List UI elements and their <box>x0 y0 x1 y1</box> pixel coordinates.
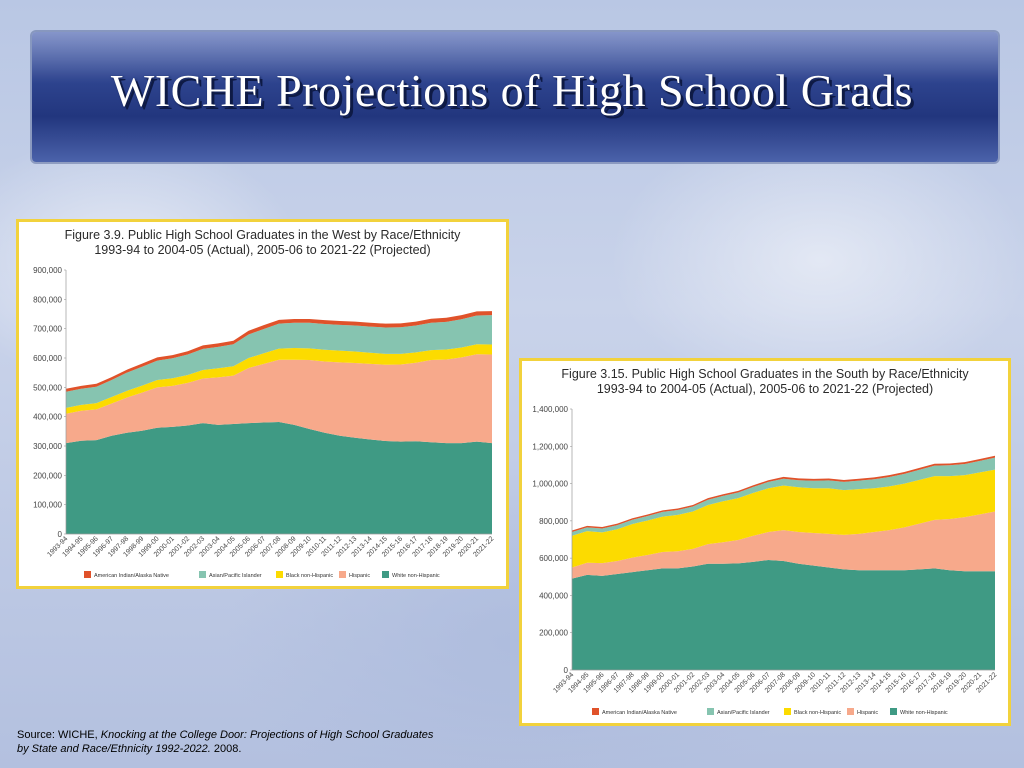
west-chart-svg: 0 100,000 200,000 300,000 400,000 500,000 600,… <box>33 266 495 579</box>
west-legend-swatch-american-indian <box>84 571 91 578</box>
west-chart-title-line2: 1993-94 to 2004-05 (Actual), 2005-06 to … <box>94 243 431 257</box>
south-area-american-indian <box>572 455 995 533</box>
south-y-tick-label: 1,400,000 <box>532 405 568 414</box>
west-y-tick-label: 800,000 <box>33 295 62 304</box>
west-y-tick-label: 700,000 <box>33 325 62 334</box>
west-y-tick-label: 100,000 <box>33 501 62 510</box>
south-y-tick-label: 1,000,000 <box>532 480 568 489</box>
west-area-black <box>66 344 492 414</box>
west-chart-title: Figure 3.9. Public High School Graduates… <box>19 228 506 258</box>
source-prefix: Source: WICHE, <box>17 729 101 741</box>
south-legend-swatch-black <box>784 708 791 715</box>
west-legend-swatch-hispanic <box>339 571 346 578</box>
south-area-black <box>572 469 995 568</box>
south-chart-title-line2: 1993-94 to 2004-05 (Actual), 2005-06 to … <box>596 382 934 396</box>
west-legend-swatch-white <box>382 571 389 578</box>
west-y-tick-label: 600,000 <box>33 354 62 363</box>
south-y-tick-label: 200,000 <box>539 629 568 638</box>
south-y-tick-label: 400,000 <box>539 591 568 600</box>
west-area-hispanic <box>66 354 492 444</box>
south-y-tick-label: 800,000 <box>539 517 568 526</box>
south-legend-label-black: Black non-Hispanic <box>794 710 841 716</box>
south-legend-swatch-white <box>890 708 897 715</box>
west-y-tick-label: 200,000 <box>33 471 62 480</box>
west-legend-label-hispanic: Hispanic <box>349 573 370 579</box>
west-y-tick-label: 500,000 <box>33 383 62 392</box>
south-area-white <box>572 560 995 670</box>
west-y-tick-label: 900,000 <box>33 266 62 275</box>
west-legend-swatch-asian <box>199 571 206 578</box>
west-y-tick-label: 400,000 <box>33 413 62 422</box>
west-area-asian <box>66 315 492 408</box>
south-y-tick-label: 1,200,000 <box>532 442 568 451</box>
south-area-hispanic <box>572 511 995 579</box>
south-chart-figure: Figure 3.15. Public High School Graduate… <box>519 358 1011 726</box>
south-y-tick-label: 0 <box>564 666 569 675</box>
south-legend-label-american-indian: American Indian/Alaska Native <box>602 710 677 716</box>
south-chart-title: Figure 3.15. Public High School Graduate… <box>522 367 1008 397</box>
south-legend-swatch-asian <box>707 708 714 715</box>
south-legend-swatch-american-indian <box>592 708 599 715</box>
south-legend-label-white: White non-Hispanic <box>900 710 948 716</box>
west-legend-swatch-black <box>276 571 283 578</box>
south-area-asian <box>572 457 995 536</box>
west-y-tick-label: 300,000 <box>33 442 62 451</box>
source-citation: Source: WICHE, Knocking at the College D… <box>17 728 437 756</box>
south-y-tick-label: 600,000 <box>539 554 568 563</box>
west-chart-title-line1: Figure 3.9. Public High School Graduates… <box>64 228 461 242</box>
source-title: Knocking at the College Door: Projection… <box>17 729 434 755</box>
west-chart-figure: Figure 3.9. Public High School Graduates… <box>16 219 509 589</box>
west-y-tick-label: 0 <box>58 530 63 539</box>
west-legend-label-white: White non-Hispanic <box>392 573 440 579</box>
south-chart-svg: 0 200,000 400,000 600,000 800,000 1,000,000 1,… <box>532 405 998 716</box>
west-legend-label-asian: Asian/Pacific Islander <box>209 573 262 579</box>
west-area-american-indian <box>66 311 492 392</box>
south-chart-title-line1: Figure 3.15. Public High School Graduate… <box>561 367 969 381</box>
south-legend-label-hispanic: Hispanic <box>857 710 878 716</box>
south-legend-label-asian: Asian/Pacific Islander <box>717 710 770 716</box>
title-banner <box>32 32 998 162</box>
west-legend-label-american-indian: American Indian/Alaska Native <box>94 573 169 579</box>
south-legend-swatch-hispanic <box>847 708 854 715</box>
west-area-white <box>66 421 492 534</box>
source-suffix: 2008. <box>210 743 242 755</box>
page-title: WICHE Projections of High School Grads <box>110 65 914 116</box>
west-legend-label-black: Black non-Hispanic <box>286 573 333 579</box>
